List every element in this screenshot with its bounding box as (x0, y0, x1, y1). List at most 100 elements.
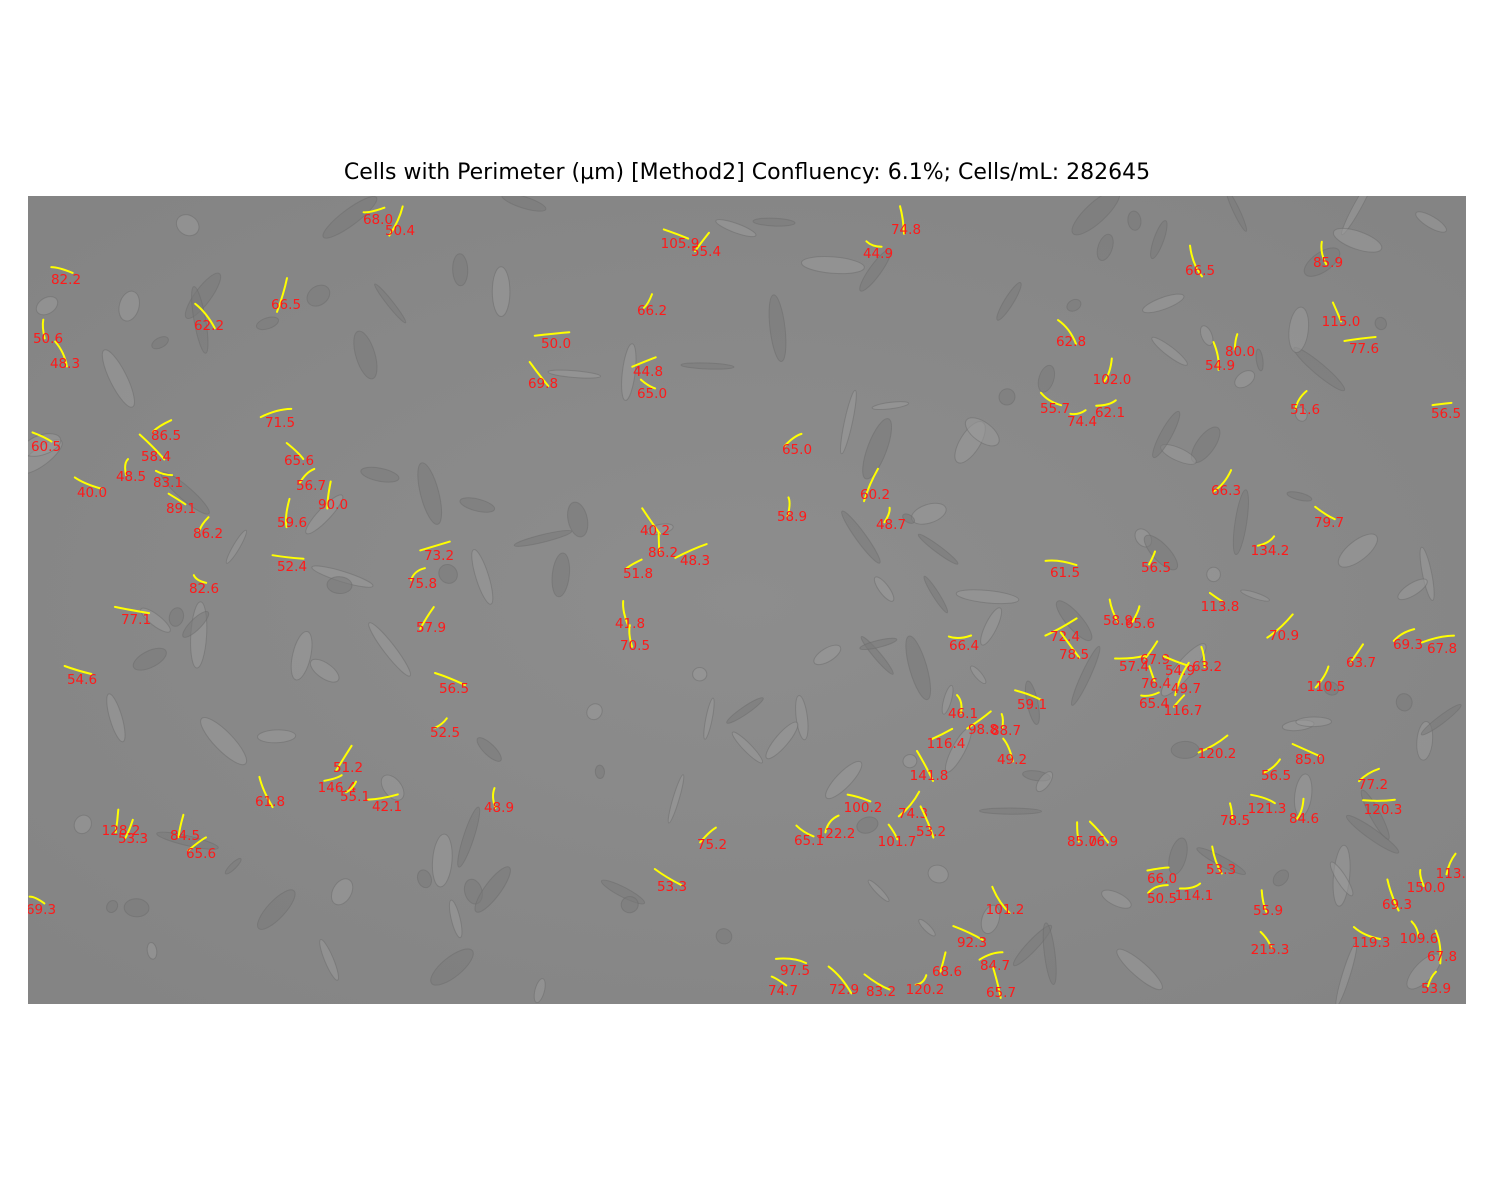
cell-annotation: 53.9 (1421, 970, 1451, 997)
cell-contour (865, 240, 883, 248)
cell-body (491, 266, 511, 317)
cell-annotation: 51.6 (1290, 390, 1320, 418)
cell-annotation: 70.9 (1266, 613, 1299, 644)
cell-contour (897, 790, 921, 818)
cell-perimeter-label: 72.9 (829, 982, 859, 998)
cell-contour (887, 823, 899, 841)
cell-annotation: 59.6 (277, 497, 307, 531)
cell-contour (1108, 598, 1120, 624)
cell-perimeter-label: 41.8 (615, 616, 645, 632)
cell-contour (1250, 793, 1276, 805)
cell-body (800, 256, 865, 275)
cell-perimeter-label: 48.5 (116, 469, 146, 485)
cell-contour (362, 206, 386, 214)
cell-perimeter-label: 68.0 (363, 212, 393, 228)
cell-annotation: 69.3 (1392, 628, 1423, 653)
cell-annotation: 82.6 (189, 574, 219, 597)
cell-body (501, 196, 547, 212)
cell-annotation: 74.7 (768, 975, 798, 999)
cell-body (905, 635, 932, 701)
cell-body (319, 939, 339, 981)
cell-annotation: 86.2 (648, 532, 678, 561)
cell-contour (533, 331, 571, 337)
cell-annotation: 84.6 (1289, 797, 1319, 827)
cell-body (1295, 716, 1332, 728)
cell-annotation: 58.9 (777, 496, 807, 525)
cell-annotation: 141.8 (910, 750, 949, 784)
cell-perimeter-label: 79.7 (1314, 515, 1344, 531)
cell-annotation: 116.7 (1164, 694, 1202, 719)
cell-body (692, 666, 708, 682)
cell-body (996, 282, 1022, 321)
cell-contour (625, 558, 643, 570)
cell-contour (1002, 737, 1014, 763)
cell-body (998, 388, 1016, 406)
cell-contour (73, 476, 103, 490)
cell-contour (434, 717, 448, 729)
cell-perimeter-label: 52.4 (277, 559, 307, 575)
cell-perimeter-label: 71.5 (265, 415, 295, 431)
cell-contour (345, 780, 357, 794)
cell-annotation: 75.8 (407, 567, 437, 592)
cell-perimeter-label: 49.7 (1171, 681, 1201, 697)
cell-body (533, 978, 546, 1004)
cell-body (1196, 847, 1247, 876)
cell-perimeter-label: 77.6 (1349, 341, 1379, 357)
cell-contour (1419, 869, 1425, 887)
cell-annotations: 68.050.4 105.955.4 74.8 44.9 66.5 85.9 82.2 66.… (28, 205, 1466, 1001)
cell-annotation: 62.2 (194, 302, 224, 334)
cell-body (1152, 410, 1181, 459)
cell-body (1168, 837, 1188, 876)
cell-contour (1140, 691, 1160, 697)
cell-body (459, 497, 496, 513)
cell-contour (939, 951, 947, 973)
cell-body (970, 665, 987, 685)
cell-perimeter-label: 67.8 (1427, 949, 1457, 965)
cell-perimeter-label: 77.2 (1358, 777, 1388, 793)
cell-perimeter-label: 40.2 (640, 523, 670, 539)
cell-body (1272, 869, 1290, 887)
cell-perimeter-label: 65.0 (782, 442, 812, 458)
cell-annotation: 98.8 (966, 710, 998, 738)
cell-annotation: 113.8 (1201, 591, 1239, 615)
cell-body (1170, 740, 1200, 759)
cell-perimeter-label: 48.3 (50, 356, 80, 372)
cell-body (1199, 325, 1214, 346)
cell-annotation: 120.3 (1362, 798, 1402, 818)
cell-annotation: 116.4 (927, 727, 965, 752)
cell-body (871, 401, 910, 411)
cell-perimeter-label: 141.8 (910, 768, 949, 784)
cell-body (118, 290, 140, 322)
cell-body (1037, 364, 1056, 393)
cell-body (101, 349, 135, 408)
cell-perimeter-label: 59.6 (277, 515, 307, 531)
cell-contour (434, 672, 466, 686)
cell-annotation: 69.3 (28, 895, 56, 918)
cell-perimeter-label: 55.1 (340, 789, 370, 805)
cell-perimeter-label: 60.5 (31, 439, 61, 455)
cell-perimeter-label: 51.8 (623, 566, 653, 582)
cell-perimeter-label: 78.5 (1220, 813, 1250, 829)
cell-perimeter-label: 52.5 (430, 725, 460, 741)
cell-contour (786, 496, 791, 518)
cell-perimeter-label: 88.7 (991, 723, 1021, 739)
cell-contour (914, 974, 928, 986)
cell-perimeter-label: 65.6 (284, 453, 314, 469)
cell-body (1395, 693, 1413, 712)
cell-annotation: 50.5 (1147, 884, 1177, 907)
cell-perimeter-label: 49.2 (997, 752, 1027, 768)
cell-annotation: 102.0 (1093, 357, 1131, 388)
cell-contour (1294, 390, 1308, 410)
cell-body (168, 607, 185, 627)
cell-body (825, 760, 863, 800)
cell-body (645, 523, 674, 536)
cell-contour (1431, 401, 1453, 407)
cell-annotation: 84.7 (978, 951, 1010, 974)
cell-perimeter-label: 110.5 (1307, 679, 1346, 695)
cell-contour (151, 419, 173, 433)
cell-perimeter-label: 63.2 (1192, 659, 1222, 675)
cell-perimeter-label: 56.5 (439, 681, 469, 697)
cell-annotation: 78.5 (1220, 802, 1250, 829)
cell-body (859, 249, 892, 292)
cell-annotation: 113.4 (1436, 852, 1466, 882)
